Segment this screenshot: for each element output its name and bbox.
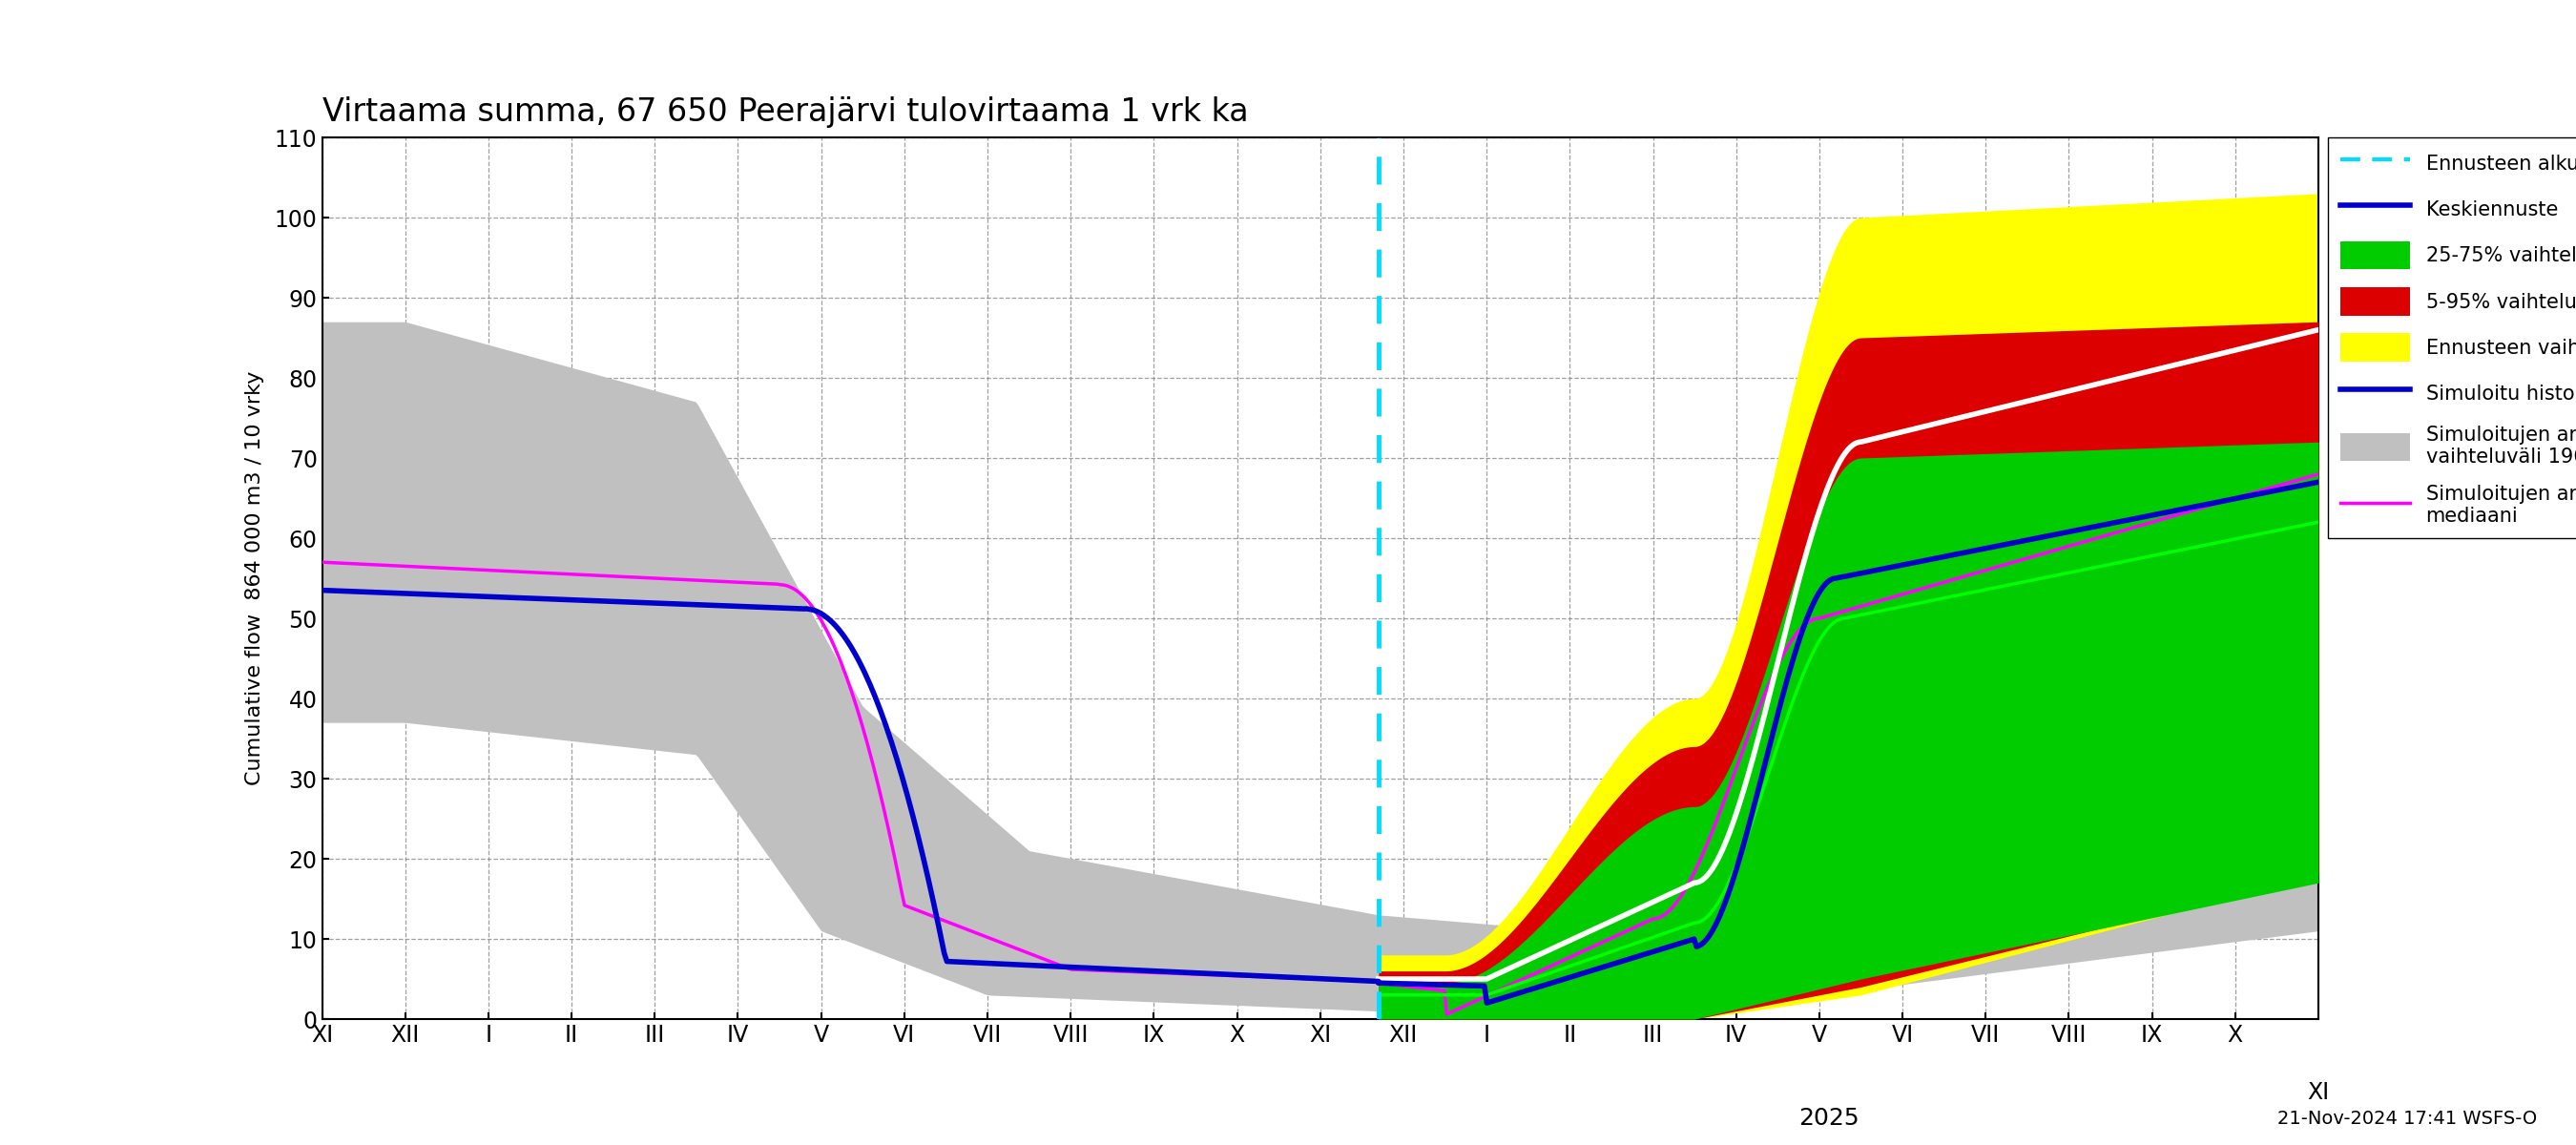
Text: 2025: 2025 — [1798, 1107, 1860, 1130]
Text: Virtaama summa, 67 650 Peerajärvi tulovirtaama 1 vrk ka: Virtaama summa, 67 650 Peerajärvi tulovi… — [322, 96, 1247, 128]
Y-axis label: Cumulative flow  864 000 m3 / 10 vrky: Cumulative flow 864 000 m3 / 10 vrky — [245, 371, 263, 785]
Legend: Ennusteen alku, Keskiennuste, 25-75% vaihteluväli, 5-95% vaihteluväli, Ennusteen: Ennusteen alku, Keskiennuste, 25-75% vai… — [2329, 137, 2576, 538]
Text: 21-Nov-2024 17:41 WSFS-O: 21-Nov-2024 17:41 WSFS-O — [2277, 1110, 2537, 1128]
Text: XI: XI — [2308, 1081, 2329, 1104]
